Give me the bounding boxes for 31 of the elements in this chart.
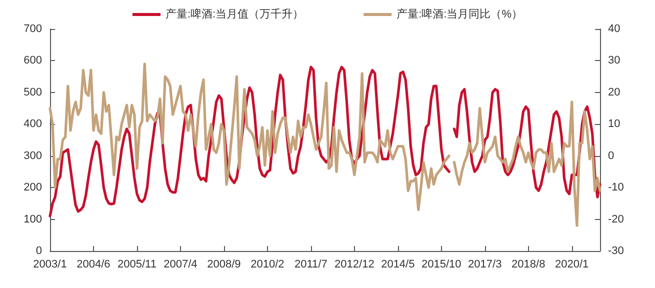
x-tick-label: 2010/2 bbox=[250, 258, 284, 270]
y-tick-label: 400 bbox=[24, 118, 42, 130]
y2-tick-label: 0 bbox=[608, 150, 614, 162]
x-tick-label: 2008/9 bbox=[207, 258, 241, 270]
y-tick-label: 0 bbox=[36, 245, 42, 257]
y-tick-label: 600 bbox=[24, 54, 42, 67]
y-tick-label: 300 bbox=[24, 150, 42, 162]
y-tick-label: 200 bbox=[24, 182, 42, 194]
y2-tick-label: -10 bbox=[608, 182, 624, 194]
y2-tick-label: -30 bbox=[608, 245, 624, 257]
x-tick-label: 2020/1 bbox=[555, 258, 589, 270]
x-tick-label: 2012/12 bbox=[334, 258, 374, 270]
x-tick-label: 2004/6 bbox=[76, 258, 110, 270]
legend-label: 产量:啤酒:当月值（万千升） bbox=[165, 8, 304, 20]
y2-tick-label: 30 bbox=[608, 54, 620, 67]
y-tick-label: 700 bbox=[24, 23, 42, 35]
y-tick-label: 500 bbox=[24, 86, 42, 98]
x-tick-label: 2011/7 bbox=[294, 258, 328, 270]
y-tick-label: 100 bbox=[24, 213, 42, 226]
x-tick-label: 2005/11 bbox=[118, 258, 156, 270]
x-tick-label: 2007/4 bbox=[164, 258, 198, 270]
x-tick-label: 2018/8 bbox=[512, 258, 546, 270]
x-tick-label: 2017/3 bbox=[468, 258, 502, 270]
legend-label: 产量:啤酒:当月同比（%） bbox=[396, 8, 523, 20]
y2-tick-label: -20 bbox=[608, 213, 624, 226]
x-tick-label: 2003/1 bbox=[33, 258, 67, 270]
x-tick-label: 2015/10 bbox=[422, 258, 462, 270]
x-tick-label: 2014/5 bbox=[381, 258, 415, 270]
y2-tick-label: 20 bbox=[608, 86, 620, 98]
y2-tick-label: 10 bbox=[608, 118, 620, 130]
y2-tick-label: 40 bbox=[608, 23, 620, 35]
